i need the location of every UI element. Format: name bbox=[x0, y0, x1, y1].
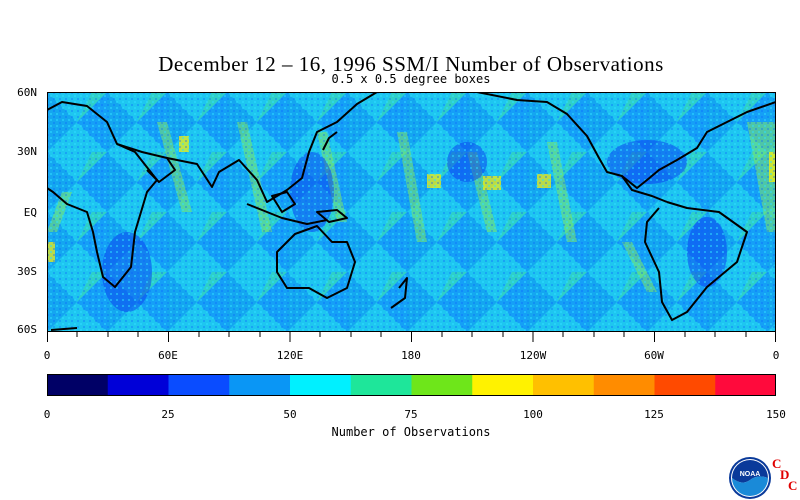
coast-new-zealand bbox=[390, 277, 408, 309]
noaa-logo-text: NOAA bbox=[740, 471, 761, 478]
lon-ticks bbox=[47, 332, 776, 342]
coast-gulf bbox=[621, 175, 668, 203]
lon-label-60w: 60W bbox=[644, 349, 664, 362]
coast-asia bbox=[166, 92, 378, 203]
colorbar-swatch bbox=[107, 374, 169, 396]
colorbar-swatch bbox=[533, 374, 595, 396]
colorbar bbox=[47, 374, 776, 396]
coast-japan bbox=[322, 131, 338, 151]
cdc-letter-2: D bbox=[780, 467, 790, 482]
colorbar-tick-125: 125 bbox=[644, 408, 664, 421]
noaa-logo: NOAA bbox=[729, 457, 771, 499]
lon-label-120w: 120W bbox=[519, 349, 547, 362]
coast-antarctic-hint bbox=[50, 327, 78, 331]
lat-label-60s: 60S bbox=[17, 323, 37, 336]
coastlines bbox=[47, 92, 776, 331]
coast-south-america bbox=[644, 201, 748, 321]
lat-label-eq: EQ bbox=[23, 206, 37, 219]
colorbar-tick-75: 75 bbox=[404, 408, 418, 421]
lon-label-60e: 60E bbox=[158, 349, 178, 362]
cdc-letter-3: C bbox=[788, 478, 798, 493]
lon-label-0: 0 bbox=[43, 349, 51, 362]
colorbar-swatch bbox=[654, 374, 716, 396]
coast-arabia bbox=[116, 143, 176, 183]
colorbar-tick-25: 25 bbox=[161, 408, 175, 421]
colorbar-swatch bbox=[47, 374, 109, 396]
coast-new-guinea bbox=[316, 209, 348, 223]
cdc-letter-1: C bbox=[772, 456, 782, 471]
map-frame bbox=[47, 92, 776, 332]
colorbar-frame bbox=[47, 374, 776, 396]
colorbar-swatch bbox=[411, 374, 473, 396]
cdc-logo: C D C bbox=[772, 456, 798, 496]
coast-alaska-namerica bbox=[476, 92, 776, 189]
observation-map bbox=[47, 92, 776, 332]
colorbar-swatch bbox=[593, 374, 655, 396]
lon-label-120e: 120E bbox=[276, 349, 304, 362]
lon-label-0-east: 0 bbox=[772, 349, 780, 362]
colorbar-swatch bbox=[350, 374, 412, 396]
colorbar-tick-150: 150 bbox=[766, 408, 786, 421]
coast-borneo bbox=[271, 191, 296, 213]
lat-label-60n: 60N bbox=[17, 86, 37, 99]
colorbar-tick-100: 100 bbox=[523, 408, 543, 421]
colorbar-tick-50: 50 bbox=[283, 408, 297, 421]
colorbar-title: Number of Observations bbox=[331, 425, 491, 439]
coast-africa-europe bbox=[47, 101, 158, 288]
colorbar-swatch bbox=[290, 374, 352, 396]
coast-australia bbox=[276, 225, 356, 299]
colorbar-swatch bbox=[715, 374, 776, 396]
lon-label-180: 180 bbox=[401, 349, 421, 362]
lat-label-30n: 30N bbox=[17, 145, 37, 158]
observation-field bbox=[47, 92, 776, 332]
lat-label-30s: 30S bbox=[17, 265, 37, 278]
colorbar-swatch bbox=[472, 374, 534, 396]
colorbar-swatch bbox=[229, 374, 291, 396]
colorbar-tick-0: 0 bbox=[43, 408, 51, 421]
map-subtitle: 0.5 x 0.5 degree boxes bbox=[331, 72, 491, 86]
colorbar-swatch bbox=[168, 374, 230, 396]
coast-indonesia bbox=[246, 203, 328, 225]
map-title: December 12 – 16, 1996 SSM/I Number of O… bbox=[158, 52, 664, 76]
